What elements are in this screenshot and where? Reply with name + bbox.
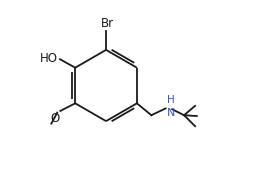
Text: H: H — [166, 95, 174, 105]
Text: Br: Br — [101, 17, 114, 30]
Text: HO: HO — [40, 52, 58, 65]
Text: O: O — [50, 112, 59, 125]
Text: N: N — [166, 108, 175, 117]
